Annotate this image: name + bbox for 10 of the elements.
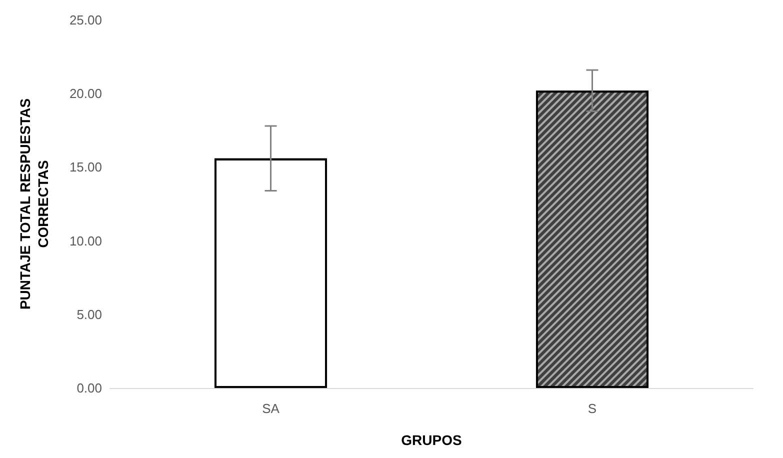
y-tick-label: 5.00 xyxy=(76,306,102,322)
y-tick-label: 25.00 xyxy=(69,12,102,28)
x-tick-label: SA xyxy=(262,401,280,416)
y-tick-label: 20.00 xyxy=(69,86,102,102)
x-axis-title: GRUPOS xyxy=(401,432,462,448)
y-tick-label: 10.00 xyxy=(69,233,102,248)
y-tick-label: 15.00 xyxy=(69,160,102,175)
x-tick-label: S xyxy=(588,401,597,416)
y-tick-label: 0.00 xyxy=(76,380,102,396)
y-axis-title: PUNTAJE TOTAL RESPUESTAS CORRECTAS xyxy=(17,98,51,310)
